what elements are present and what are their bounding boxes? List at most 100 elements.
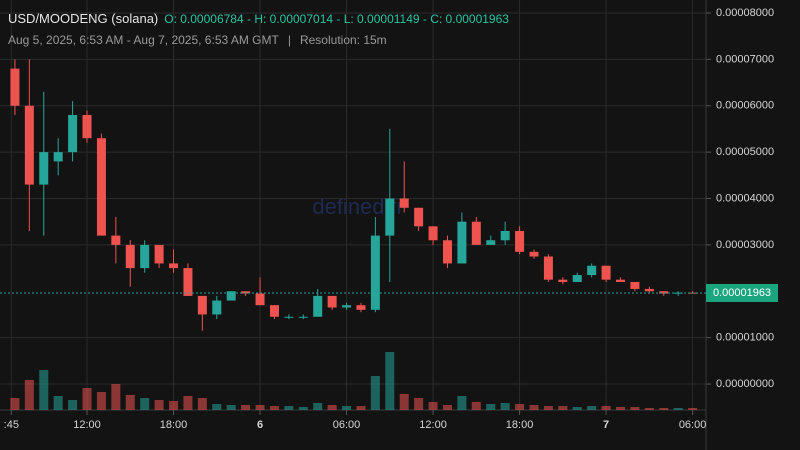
volume-bar [125, 395, 135, 410]
candle-body [327, 295, 337, 308]
candle-body [255, 293, 265, 306]
candle-body [10, 68, 20, 106]
x-tick-label: 12:00 [419, 419, 447, 431]
volume-bar [53, 396, 63, 410]
volume-bar [169, 401, 179, 410]
candle-body [572, 275, 582, 282]
resolution: Resolution: 15m [299, 33, 387, 47]
candle-body [342, 305, 352, 308]
volume-bar [241, 405, 251, 410]
last-price-label: 0.00001963 [713, 287, 771, 299]
volume-bar [615, 407, 625, 410]
y-tick-label: 0.00000000 [716, 378, 774, 390]
volume-bar [630, 407, 640, 410]
volume-bar [298, 407, 308, 410]
candle-body [399, 198, 409, 208]
candle-body [68, 115, 78, 153]
candle-body [39, 152, 49, 185]
volume-bar [197, 398, 207, 410]
candle-body [471, 221, 481, 245]
candle-body [630, 281, 640, 289]
volume-bar [226, 405, 236, 410]
candle-body [457, 221, 467, 264]
subheader: Aug 5, 2025, 6:53 AM - Aug 7, 2025, 6:53… [8, 33, 387, 47]
candle-body [659, 291, 669, 294]
volume-bar [543, 406, 553, 410]
volume-bar [255, 405, 265, 410]
volume-bar [68, 400, 78, 410]
candle-body [515, 230, 525, 252]
candle-body [24, 105, 34, 185]
candle-body [644, 288, 654, 292]
candle-body [140, 244, 150, 269]
y-tick-label: 0.00008000 [716, 7, 774, 19]
candle-body [241, 291, 251, 294]
volume-bar [587, 406, 597, 410]
candle-body [558, 279, 568, 282]
volume-bar [24, 380, 34, 410]
y-tick-label: 0.00003000 [716, 239, 774, 251]
candle-body [587, 265, 597, 276]
x-tick-label: :45 [4, 419, 19, 431]
volume-bar [442, 405, 452, 410]
candle-body [269, 305, 279, 317]
y-tick-label: 0.00006000 [716, 100, 774, 112]
volume-bar [428, 402, 438, 410]
candle-body [673, 292, 683, 294]
volume-bar [471, 402, 481, 410]
candle-body [82, 115, 92, 139]
candle-body [601, 265, 611, 280]
volume-bar [515, 404, 525, 410]
volume-bar [10, 398, 20, 410]
candle-body [442, 240, 452, 264]
volume-bar [572, 407, 582, 410]
volume-bar [39, 370, 49, 410]
candle-body [356, 305, 366, 310]
volume-bar [342, 406, 352, 410]
volume-bar [529, 405, 539, 410]
x-tick-label: 06:00 [679, 419, 707, 431]
volume-bar [356, 406, 366, 410]
candle-body [615, 279, 625, 282]
volume-bar [457, 396, 467, 410]
volume-bar [183, 396, 193, 410]
x-tick-label: 12:00 [73, 419, 101, 431]
separator: | [287, 33, 291, 47]
volume-bar [154, 400, 164, 410]
candle-body [226, 291, 236, 301]
candle-body [385, 198, 395, 236]
candle-body [500, 230, 510, 241]
header: USD/MOODENG (solana) O: 0.00006784 - H: 0… [8, 11, 509, 26]
x-tick-label: 18:00 [160, 419, 188, 431]
candle-body [313, 295, 323, 317]
y-tick-label: 0.00001000 [716, 332, 774, 344]
volume-bar [370, 376, 380, 410]
volume-bar [385, 352, 395, 410]
volume-bar [82, 388, 92, 410]
x-tick-label: 7 [603, 419, 609, 431]
candle-body [543, 256, 553, 280]
volume-bar [140, 398, 150, 410]
volume-bar [673, 408, 683, 410]
volume-bar [399, 394, 409, 410]
volume-bar [414, 398, 424, 410]
subtitle: Aug 5, 2025, 6:53 AM - Aug 7, 2025, 6:53… [8, 33, 279, 47]
candle-body [486, 240, 496, 245]
volume-bar [601, 406, 611, 410]
candle-body [96, 138, 106, 236]
candle-body [370, 235, 380, 310]
candle-body [414, 207, 424, 227]
volume-bar [284, 406, 294, 410]
volume-bar [327, 405, 337, 410]
y-tick-label: 0.00004000 [716, 192, 774, 204]
volume-bar [558, 406, 568, 410]
y-tick-label: 0.00005000 [716, 146, 774, 158]
candle-body [212, 300, 222, 315]
x-tick-label: 06:00 [333, 419, 361, 431]
candle-body [428, 226, 438, 241]
volume-bar [486, 404, 496, 410]
ohlc-summary: O: 0.00006784 - H: 0.00007014 - L: 0.000… [164, 12, 509, 26]
candle-body [154, 244, 164, 264]
